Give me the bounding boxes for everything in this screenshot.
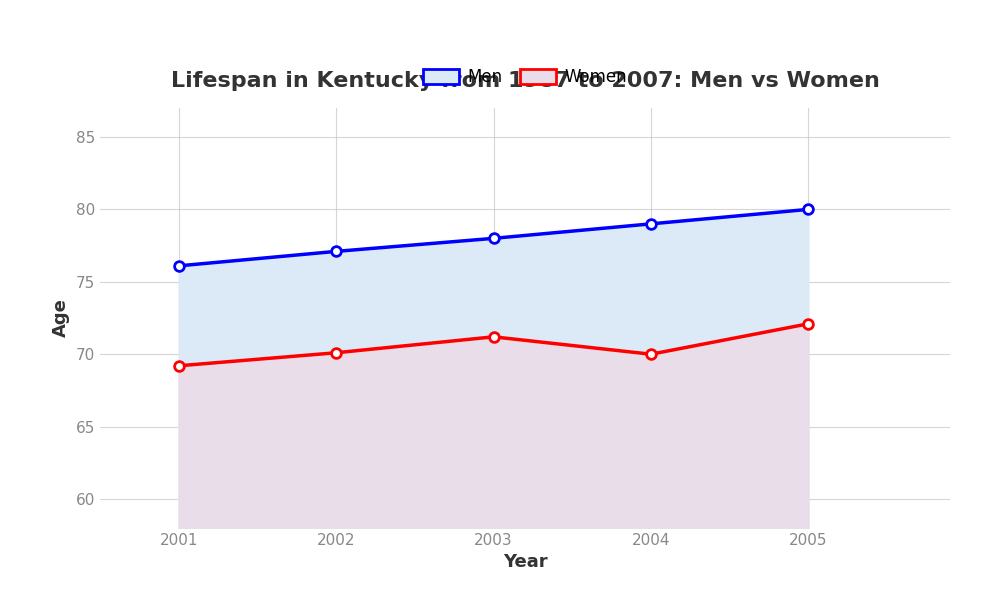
Y-axis label: Age: Age bbox=[52, 299, 70, 337]
X-axis label: Year: Year bbox=[503, 553, 547, 571]
Title: Lifespan in Kentucky from 1987 to 2007: Men vs Women: Lifespan in Kentucky from 1987 to 2007: … bbox=[171, 71, 879, 91]
Legend: Men, Women: Men, Women bbox=[416, 62, 634, 93]
